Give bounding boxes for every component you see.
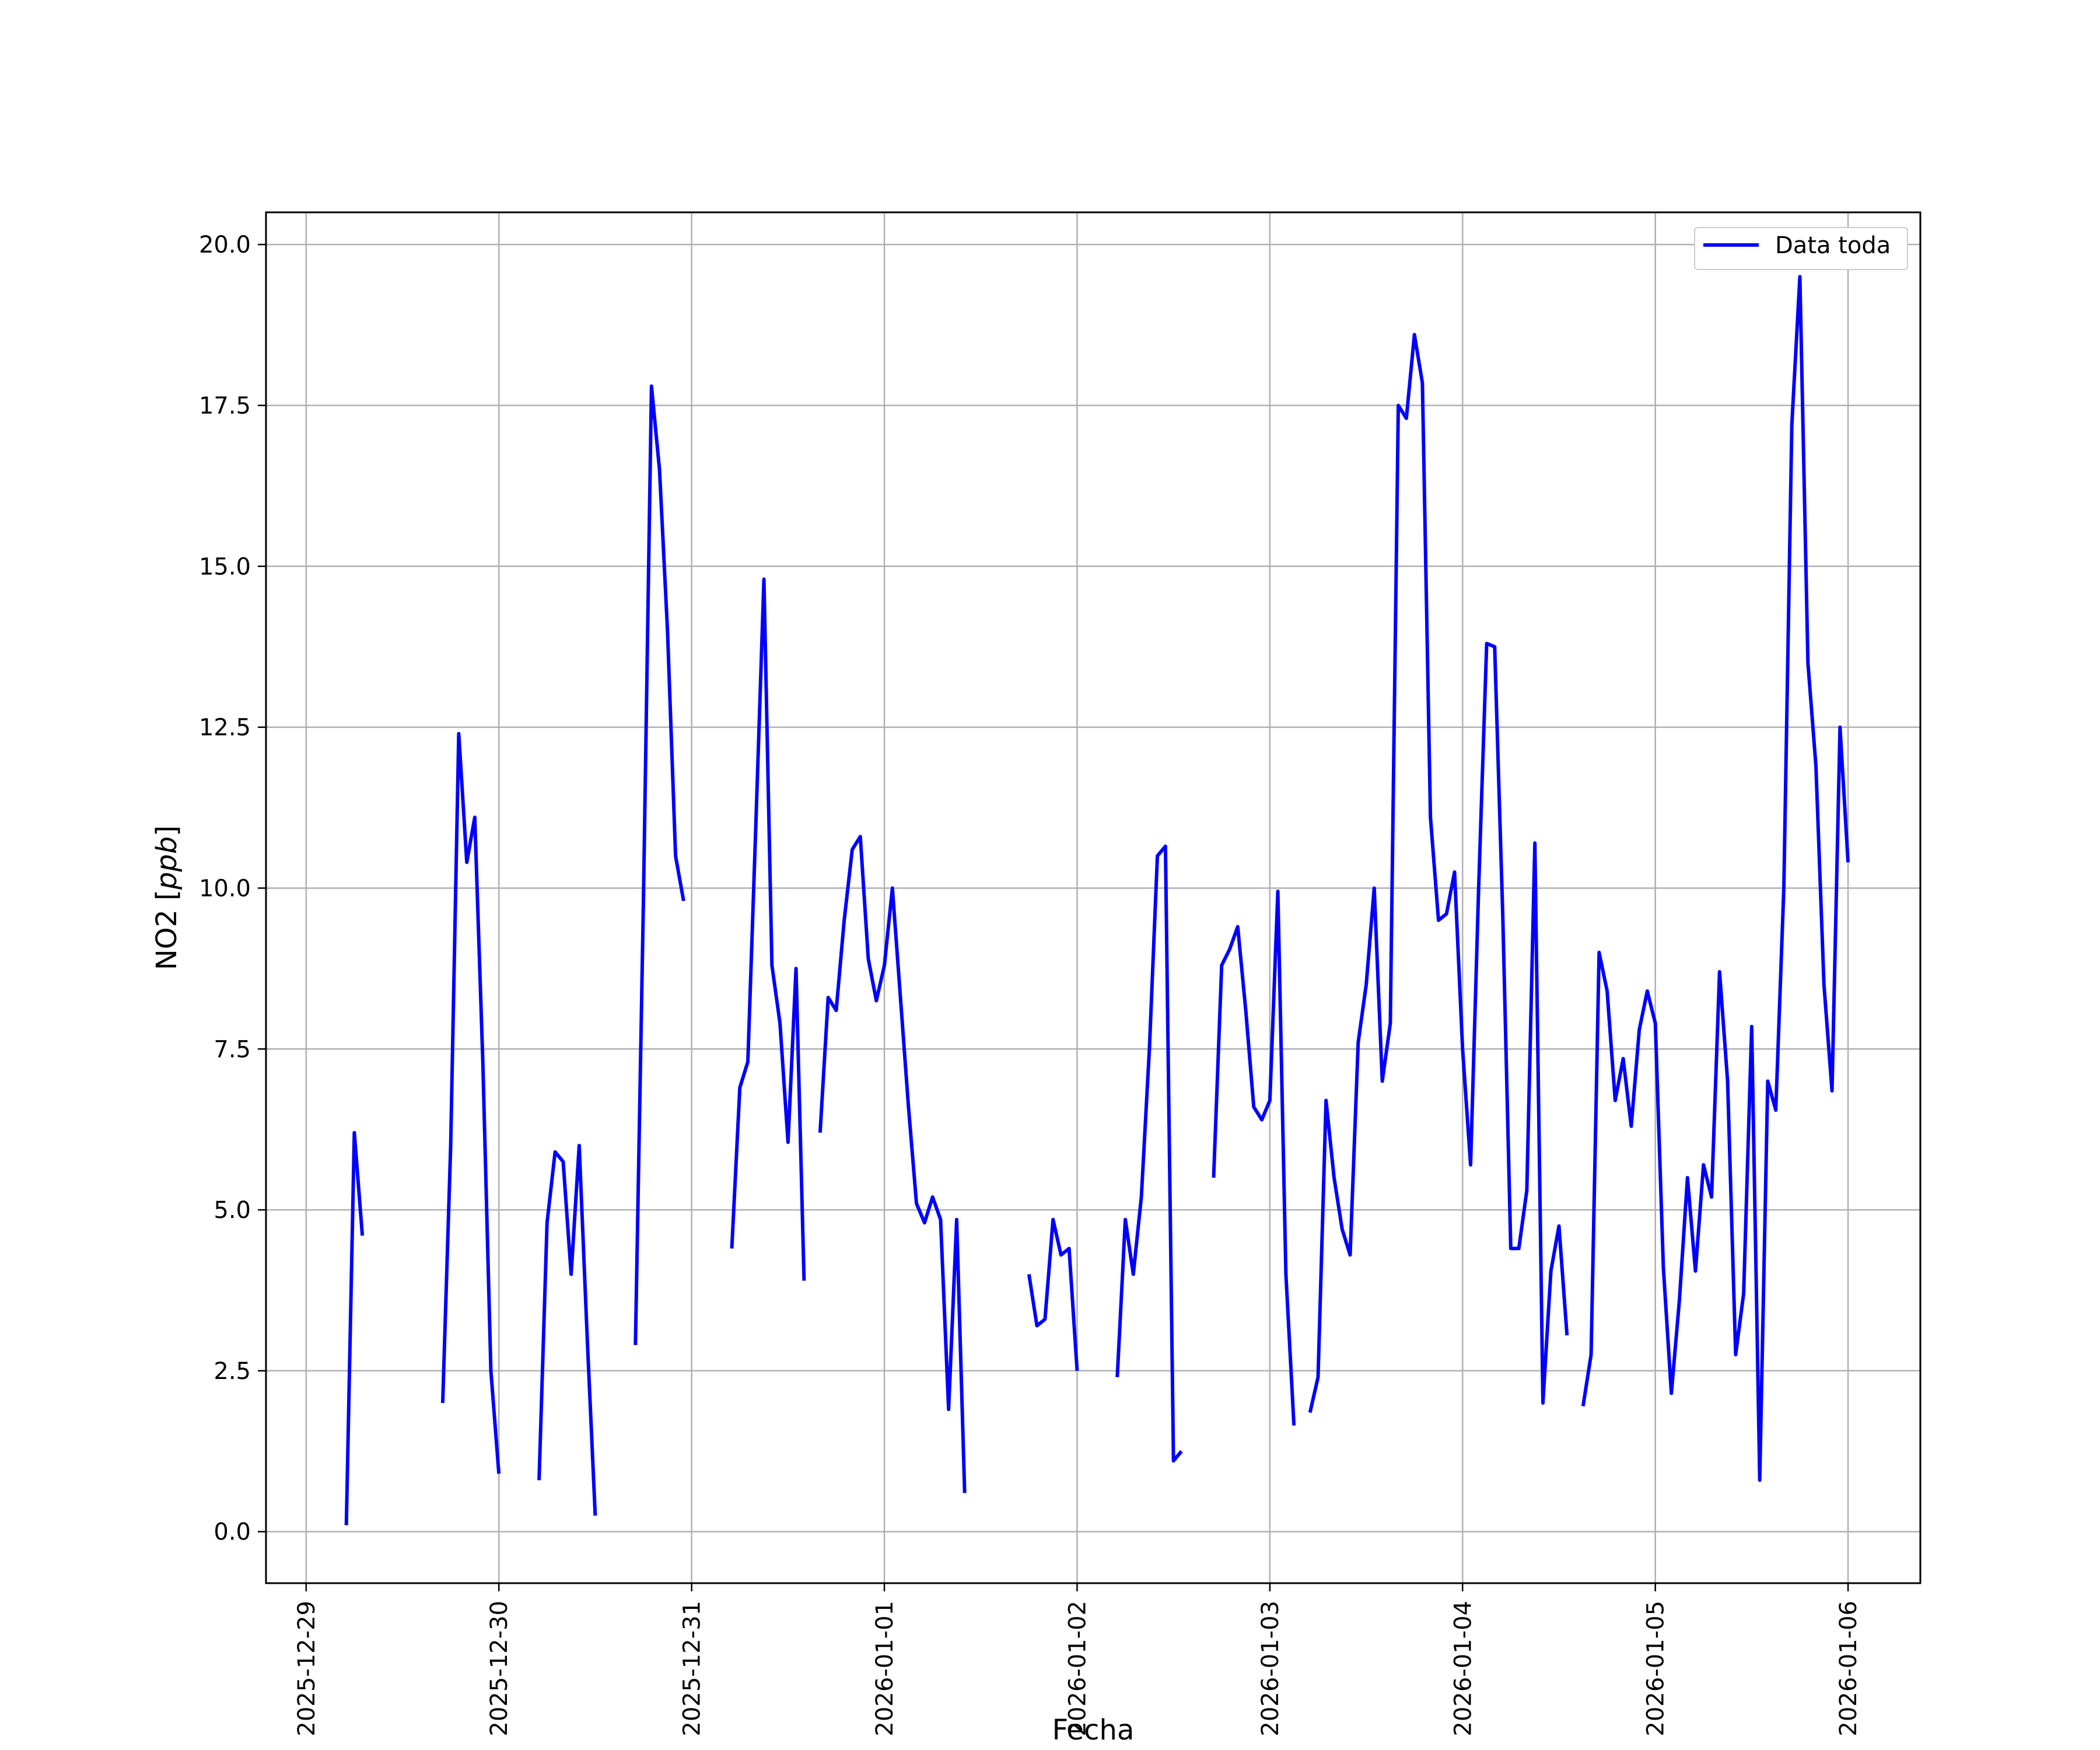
x-tick-label: 2026-01-03 xyxy=(1257,1601,1284,1736)
y-tick-label: 7.5 xyxy=(214,1036,251,1063)
x-tick-label: 2026-01-05 xyxy=(1643,1601,1670,1736)
y-tick-label: 2.5 xyxy=(214,1358,251,1385)
x-tick-label: 2025-12-29 xyxy=(293,1601,320,1736)
plot-frame xyxy=(265,211,1922,1584)
series-line-segment xyxy=(344,1130,365,1525)
y-tick-label: 20.0 xyxy=(199,232,251,258)
series-line-segment xyxy=(1027,1217,1079,1371)
series-line-segment xyxy=(818,835,967,1493)
x-tick-label: 2026-01-01 xyxy=(872,1601,898,1736)
x-tick-label: 2025-12-30 xyxy=(486,1601,513,1736)
series-line-segment xyxy=(1212,890,1296,1426)
y-tick-label: 12.5 xyxy=(199,715,251,741)
series-line-segment xyxy=(1115,844,1183,1463)
y-axis-label-prefix: NO2 [ xyxy=(150,890,183,970)
y-tick-label: 15.0 xyxy=(199,554,251,580)
series-line-segment xyxy=(634,384,685,1345)
x-tick-label: 2026-01-02 xyxy=(1064,1601,1091,1736)
y-tick-label: 17.5 xyxy=(199,393,251,419)
legend-box xyxy=(1694,227,1908,270)
series-line-segment xyxy=(1308,332,1569,1413)
y-tick-label: 0.0 xyxy=(214,1519,251,1546)
series-line-segment xyxy=(1581,275,1850,1482)
y-axis-label: NO2 [ppb] xyxy=(150,825,183,970)
x-tick-label: 2026-01-06 xyxy=(1835,1601,1862,1736)
legend: Data toda xyxy=(1694,227,1908,270)
x-axis-label: Fecha xyxy=(1052,1714,1135,1746)
grid-lines xyxy=(266,212,1920,1583)
y-axis-label-suffix: ] xyxy=(150,825,183,836)
axis-ticks: 2025-12-29 2025-12-30 2025-12-31 2026-01-01… xyxy=(199,232,1862,1736)
series-line-segment xyxy=(730,577,806,1281)
x-tick-label: 2026-01-04 xyxy=(1450,1601,1476,1736)
series-layer xyxy=(344,275,1850,1525)
y-tick-label: 5.0 xyxy=(214,1197,251,1224)
series-line-segment xyxy=(440,732,501,1474)
y-axis-label-unit: ppb xyxy=(150,836,183,890)
legend-label: Data toda xyxy=(1775,232,1891,259)
y-tick-label: 10.0 xyxy=(199,875,251,902)
x-tick-label: 2025-12-31 xyxy=(679,1601,706,1736)
series-line-segment xyxy=(537,1143,597,1516)
